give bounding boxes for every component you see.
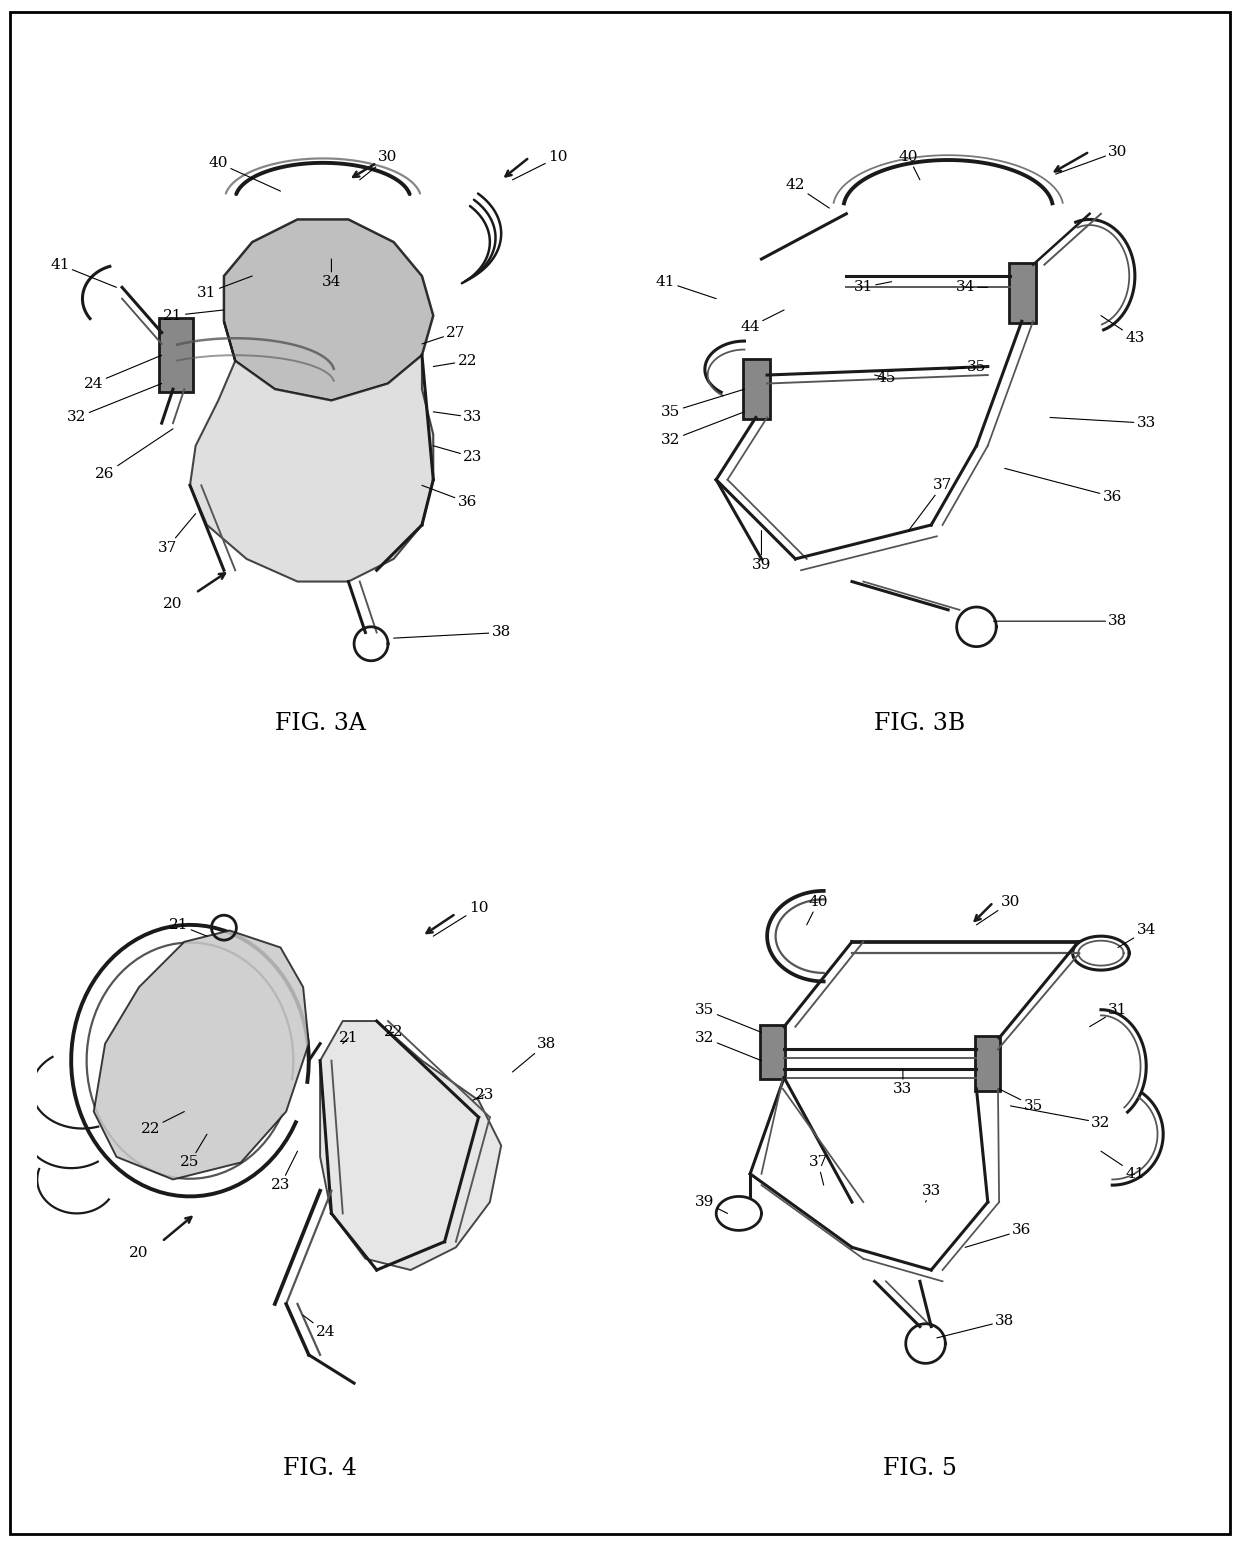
FancyBboxPatch shape — [743, 359, 770, 419]
Text: 37: 37 — [909, 478, 952, 530]
FancyBboxPatch shape — [760, 1025, 785, 1079]
Text: 32: 32 — [1011, 1105, 1111, 1130]
Text: 40: 40 — [807, 895, 828, 925]
Text: 27: 27 — [422, 326, 465, 343]
Text: 41: 41 — [50, 258, 117, 288]
Text: 33: 33 — [433, 410, 482, 425]
Text: 10: 10 — [433, 901, 489, 937]
Text: 36: 36 — [422, 485, 477, 509]
Text: 26: 26 — [95, 428, 174, 481]
Text: 42: 42 — [786, 178, 830, 209]
Polygon shape — [224, 220, 433, 400]
Text: 36: 36 — [965, 1223, 1032, 1248]
Text: 39: 39 — [751, 530, 771, 572]
Text: 30: 30 — [1055, 144, 1127, 175]
Text: 20: 20 — [164, 597, 182, 611]
Text: 40: 40 — [899, 150, 920, 179]
Text: 31: 31 — [853, 280, 892, 294]
Text: 33: 33 — [921, 1184, 941, 1203]
Text: 45: 45 — [874, 371, 895, 385]
Text: 31: 31 — [197, 277, 252, 300]
Text: 43: 43 — [1101, 315, 1145, 345]
Text: 30: 30 — [976, 895, 1021, 925]
Text: 34: 34 — [1118, 923, 1156, 948]
FancyBboxPatch shape — [1008, 263, 1035, 323]
Text: 41: 41 — [1101, 1152, 1145, 1181]
Text: 44: 44 — [740, 309, 784, 334]
Polygon shape — [190, 322, 433, 581]
Text: 38: 38 — [512, 1037, 556, 1071]
Text: 23: 23 — [270, 1152, 298, 1192]
Text: 41: 41 — [656, 275, 717, 298]
Polygon shape — [94, 931, 309, 1180]
Text: 21: 21 — [169, 918, 207, 937]
Text: 25: 25 — [180, 1135, 207, 1169]
Text: 31: 31 — [1090, 1003, 1127, 1027]
Text: 39: 39 — [696, 1195, 728, 1214]
Text: 23: 23 — [433, 445, 482, 464]
Text: 35: 35 — [661, 390, 744, 419]
Polygon shape — [320, 1020, 501, 1269]
Text: 35: 35 — [696, 1003, 761, 1033]
Text: 22: 22 — [140, 1112, 185, 1136]
Text: 33: 33 — [893, 1070, 913, 1096]
Text: 24: 24 — [303, 1316, 336, 1339]
Text: 21: 21 — [339, 1031, 358, 1045]
Text: 37: 37 — [808, 1155, 827, 1186]
FancyBboxPatch shape — [159, 318, 192, 393]
Text: 34: 34 — [321, 260, 341, 289]
Text: 35: 35 — [949, 360, 986, 374]
Text: FIG. 3A: FIG. 3A — [275, 711, 366, 734]
Text: 36: 36 — [1004, 468, 1122, 504]
Text: 37: 37 — [157, 513, 196, 555]
Text: 38: 38 — [393, 626, 511, 640]
Text: 20: 20 — [129, 1246, 149, 1260]
Text: FIG. 5: FIG. 5 — [883, 1456, 957, 1480]
Text: 38: 38 — [993, 614, 1127, 628]
Text: 30: 30 — [360, 150, 398, 179]
Text: 32: 32 — [696, 1031, 761, 1061]
Text: FIG. 4: FIG. 4 — [283, 1456, 357, 1480]
FancyBboxPatch shape — [975, 1036, 999, 1090]
Text: 22: 22 — [384, 1025, 403, 1039]
Text: 38: 38 — [937, 1314, 1014, 1337]
Text: 24: 24 — [84, 356, 161, 391]
Text: 10: 10 — [512, 150, 568, 179]
Text: 21: 21 — [164, 309, 224, 323]
Text: 32: 32 — [661, 411, 744, 447]
Text: 23: 23 — [472, 1087, 494, 1102]
Text: 40: 40 — [208, 156, 280, 192]
Text: 32: 32 — [67, 383, 161, 425]
Text: FIG. 3B: FIG. 3B — [874, 711, 966, 734]
Text: 33: 33 — [1050, 416, 1156, 430]
Text: 35: 35 — [999, 1088, 1043, 1113]
Text: 22: 22 — [433, 354, 477, 368]
Text: 34: 34 — [956, 280, 988, 294]
